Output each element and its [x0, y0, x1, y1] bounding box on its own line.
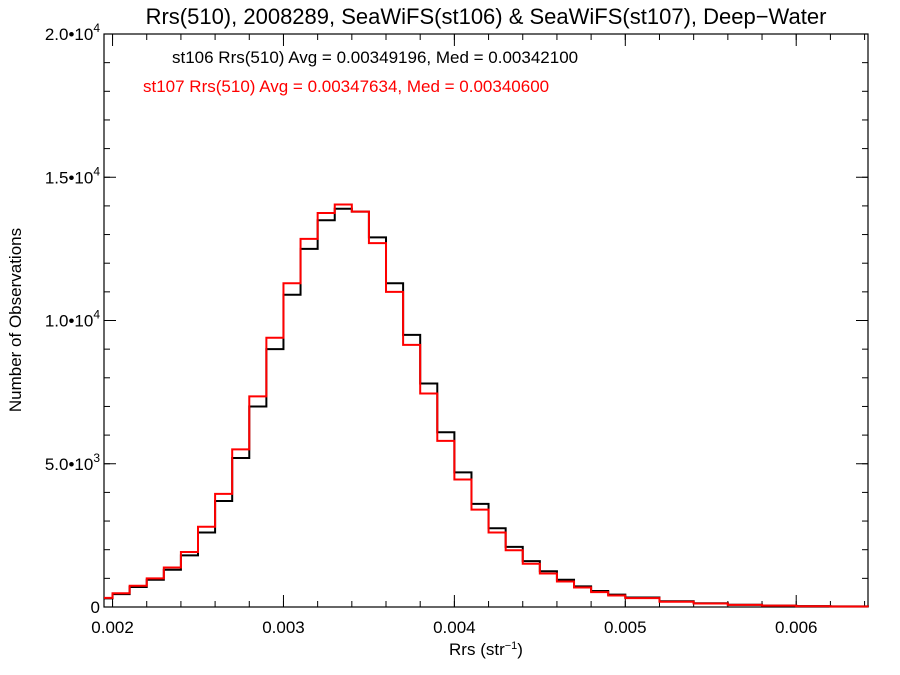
y-tick-label: 5.0•103 — [45, 451, 101, 474]
x-tick-label: 0.004 — [433, 618, 476, 637]
chart-title: Rrs(510), 2008289, SeaWiFS(st106) & SeaW… — [146, 4, 827, 29]
y-tick-label: 1.5•104 — [45, 164, 101, 187]
x-tick-label: 0.002 — [91, 618, 134, 637]
series-st107-line — [104, 203, 869, 608]
y-tick-label: 0 — [91, 598, 100, 617]
y-tick-label: 2.0•104 — [45, 21, 101, 44]
plot-frame — [103, 33, 869, 608]
y-tick-label: 1.0•104 — [45, 308, 101, 331]
x-tick-label: 0.003 — [262, 618, 305, 637]
annotation-st106: st106 Rrs(510) Avg = 0.00349196, Med = 0… — [172, 48, 578, 67]
x-axis-label: Rrs (str−1) — [449, 640, 523, 659]
series-st106-line — [104, 207, 869, 608]
annotation-st107: st107 Rrs(510) Avg = 0.00347634, Med = 0… — [143, 77, 549, 96]
axis-ticks: 0.002 0.003 0.004 0.005 0.006 0 5.0•103 1.0•104… — [45, 21, 868, 637]
x-tick-label: 0.005 — [604, 618, 647, 637]
y-axis-label: Number of Observations — [6, 228, 25, 412]
series-layer — [104, 203, 869, 608]
x-tick-label: 0.006 — [775, 618, 818, 637]
